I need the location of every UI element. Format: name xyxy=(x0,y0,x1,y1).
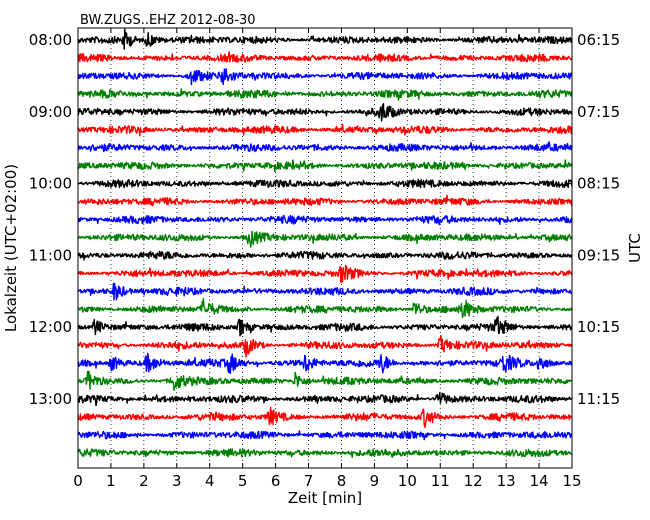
x-tick-label: 5 xyxy=(238,472,248,490)
left-time-labels: 08:00 09:00 10:00 11:00 12:00 13:00 xyxy=(29,31,83,408)
right-time-label: 10:15 xyxy=(577,318,620,336)
right-time-label: 11:15 xyxy=(577,390,620,408)
x-tick-label: 6 xyxy=(271,472,281,490)
chart-title: BW.ZUGS..EHZ 2012-08-30 xyxy=(80,13,256,28)
seismic-trace xyxy=(77,250,573,261)
seismic-trace xyxy=(77,406,573,429)
grid xyxy=(110,28,540,468)
seismic-trace xyxy=(77,297,573,319)
seismic-trace xyxy=(77,88,573,101)
left-time-label: 10:00 xyxy=(29,175,72,193)
x-tick-label: 14 xyxy=(530,472,549,490)
seismic-trace xyxy=(77,28,573,50)
x-tick-label: 4 xyxy=(205,472,215,490)
x-tick-label: 2 xyxy=(139,472,149,490)
right-time-label: 08:15 xyxy=(577,175,620,193)
seismic-trace xyxy=(77,282,573,301)
left-time-label: 12:00 xyxy=(29,318,72,336)
seismic-trace xyxy=(77,370,573,391)
seismic-trace xyxy=(77,51,573,63)
x-tick-label: 3 xyxy=(172,472,182,490)
right-time-labels: 06:15 07:15 08:15 09:15 10:15 11:15 xyxy=(567,31,620,408)
seismic-trace xyxy=(77,194,573,207)
seismic-trace xyxy=(77,159,573,173)
left-time-label: 13:00 xyxy=(29,390,72,408)
x-tick-label: 9 xyxy=(370,472,380,490)
seismic-trace xyxy=(77,391,573,407)
seismic-trace xyxy=(77,430,573,441)
seismic-trace xyxy=(77,103,573,122)
y-axis-label-right: UTC xyxy=(626,233,644,263)
seismic-trace xyxy=(77,178,573,189)
x-ticks: 0 1 2 3 4 5 6 7 8 9 10 11 12 13 14 15 xyxy=(73,28,582,490)
x-tick-label: 7 xyxy=(304,472,314,490)
seismic-trace xyxy=(77,448,573,458)
y-axis-label-left: Lokalzeit (UTC+02:00) xyxy=(2,164,20,332)
plot-frame xyxy=(77,27,573,469)
seismic-trace xyxy=(77,352,573,375)
left-time-label: 11:00 xyxy=(29,246,72,264)
x-tick-label: 12 xyxy=(464,472,483,490)
traces xyxy=(77,28,573,458)
seismic-trace xyxy=(77,230,573,248)
left-time-label: 09:00 xyxy=(29,103,72,121)
x-tick-label: 10 xyxy=(398,472,417,490)
seismic-trace xyxy=(77,123,573,137)
x-tick-label: 0 xyxy=(73,472,83,490)
seismic-trace xyxy=(77,315,573,337)
x-tick-label: 11 xyxy=(431,472,450,490)
seismic-trace xyxy=(77,68,573,86)
seismic-trace xyxy=(77,264,573,283)
seismic-trace xyxy=(77,214,573,226)
x-tick-label: 13 xyxy=(497,472,516,490)
x-tick-label: 1 xyxy=(106,472,116,490)
seismic-trace xyxy=(77,141,573,153)
x-axis-label: Zeit [min] xyxy=(288,489,362,507)
seismic-trace xyxy=(77,334,573,358)
left-time-label: 08:00 xyxy=(29,31,72,49)
right-time-label: 06:15 xyxy=(577,31,620,49)
right-time-label: 09:15 xyxy=(577,246,620,264)
x-tick-label: 15 xyxy=(562,472,581,490)
x-tick-label: 8 xyxy=(337,472,347,490)
right-time-label: 07:15 xyxy=(577,103,620,121)
